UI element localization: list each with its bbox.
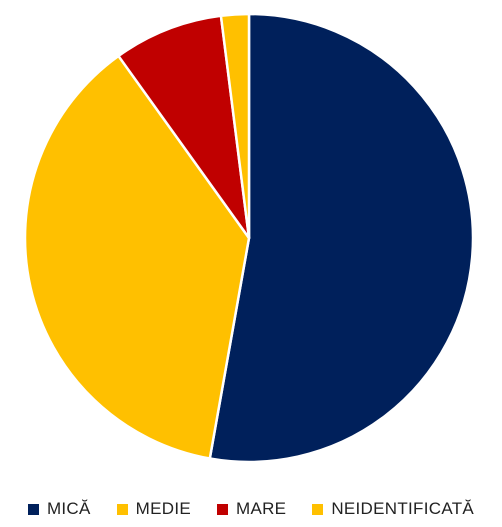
legend-label-mica: MICĂ: [46, 499, 91, 518]
legend-item-mare: MARE: [216, 499, 287, 519]
legend-swatch-neidentificata: [312, 503, 324, 515]
legend-label-neidentificata: NEIDENTIFICATĂ: [331, 499, 475, 518]
legend-swatch-mare: [216, 503, 228, 515]
legend-label-medie: MEDIE: [135, 499, 191, 518]
pie-plot-area: [23, 12, 475, 464]
pie-slice-mare: [117, 14, 251, 240]
legend: MICĂ MEDIE MARE NEIDENTIFICATĂ: [0, 494, 502, 524]
legend-item-neidentificata: NEIDENTIFICATĂ: [312, 499, 474, 519]
pie-slice-neidentificata: [219, 12, 251, 240]
pie-slice-medie: [23, 54, 251, 460]
legend-swatch-medie: [116, 503, 128, 515]
legend-item-mica: MICĂ: [27, 499, 91, 519]
legend-label-mare: MARE: [235, 499, 287, 518]
pie-slice-mica: [208, 12, 475, 464]
legend-item-medie: MEDIE: [116, 499, 191, 519]
legend-swatch-mica: [27, 503, 39, 515]
